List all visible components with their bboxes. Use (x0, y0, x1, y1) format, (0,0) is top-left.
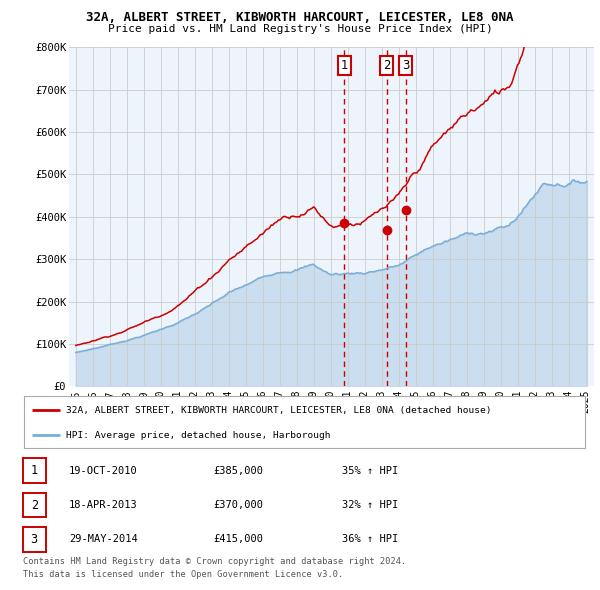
Text: 32A, ALBERT STREET, KIBWORTH HARCOURT, LEICESTER, LE8 0NA (detached house): 32A, ALBERT STREET, KIBWORTH HARCOURT, L… (66, 406, 491, 415)
Text: 1: 1 (340, 59, 348, 72)
Text: 19-OCT-2010: 19-OCT-2010 (69, 466, 138, 476)
Text: 2: 2 (31, 499, 38, 512)
Text: £370,000: £370,000 (213, 500, 263, 510)
Text: This data is licensed under the Open Government Licence v3.0.: This data is licensed under the Open Gov… (23, 571, 343, 579)
Text: 18-APR-2013: 18-APR-2013 (69, 500, 138, 510)
Text: 1: 1 (31, 464, 38, 477)
Text: £415,000: £415,000 (213, 535, 263, 544)
Text: HPI: Average price, detached house, Harborough: HPI: Average price, detached house, Harb… (66, 431, 331, 440)
Text: 29-MAY-2014: 29-MAY-2014 (69, 535, 138, 544)
Text: 35% ↑ HPI: 35% ↑ HPI (342, 466, 398, 476)
Text: 32% ↑ HPI: 32% ↑ HPI (342, 500, 398, 510)
Text: 3: 3 (402, 59, 409, 72)
Text: 36% ↑ HPI: 36% ↑ HPI (342, 535, 398, 544)
Text: 32A, ALBERT STREET, KIBWORTH HARCOURT, LEICESTER, LE8 0NA: 32A, ALBERT STREET, KIBWORTH HARCOURT, L… (86, 11, 514, 24)
Text: £385,000: £385,000 (213, 466, 263, 476)
Text: Price paid vs. HM Land Registry's House Price Index (HPI): Price paid vs. HM Land Registry's House … (107, 24, 493, 34)
Text: 2: 2 (383, 59, 391, 72)
Text: 3: 3 (31, 533, 38, 546)
Text: Contains HM Land Registry data © Crown copyright and database right 2024.: Contains HM Land Registry data © Crown c… (23, 558, 406, 566)
